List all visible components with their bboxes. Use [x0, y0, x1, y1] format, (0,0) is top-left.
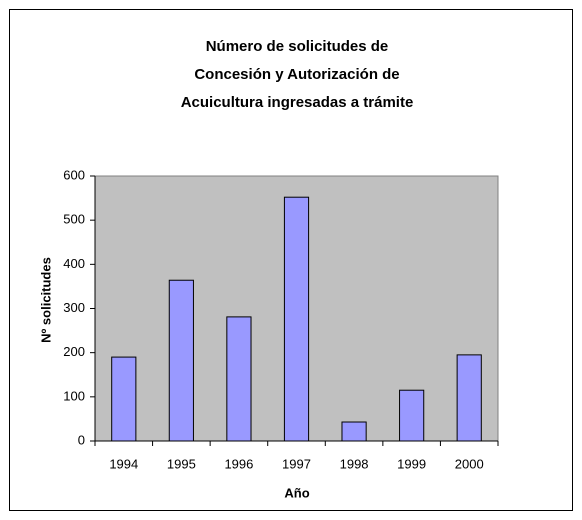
bar	[341, 421, 367, 442]
bar	[111, 356, 137, 442]
bar	[226, 316, 252, 442]
y-axis-title: Nº solicitudes	[38, 257, 53, 343]
y-tick-label: 100	[63, 388, 85, 403]
x-tick-label: 1998	[340, 456, 369, 471]
x-tick-label: 1997	[282, 456, 311, 471]
y-tick-label: 500	[63, 212, 85, 227]
chart-title: Acuicultura ingresadas a trámite	[181, 94, 414, 111]
bar	[456, 354, 482, 442]
x-tick-label: 1995	[167, 456, 196, 471]
x-tick-label: 2000	[455, 456, 484, 471]
y-tick-label: 0	[78, 432, 85, 447]
y-tick-label: 200	[63, 344, 85, 359]
bar	[168, 279, 194, 442]
x-tick-label: 1999	[397, 456, 426, 471]
y-tick-label: 600	[63, 167, 85, 182]
y-tick-label: 400	[63, 256, 85, 271]
x-tick-label: 1994	[109, 456, 138, 471]
bar	[283, 196, 310, 442]
chart-title: Concesión y Autorización de	[194, 66, 399, 83]
chart-title: Número de solicitudes de	[206, 38, 389, 55]
bar	[399, 389, 425, 442]
x-axis-title: Año	[284, 485, 309, 500]
y-tick-label: 300	[63, 300, 85, 315]
x-tick-label: 1996	[224, 456, 253, 471]
